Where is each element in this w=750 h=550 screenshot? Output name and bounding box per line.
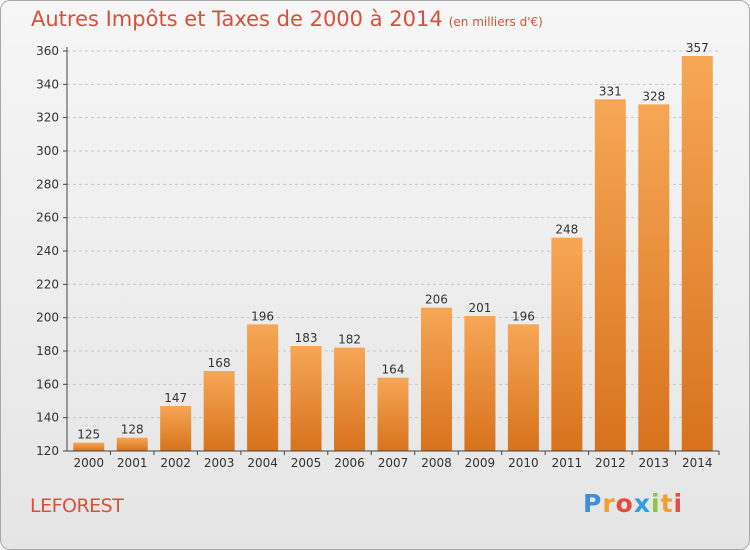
x-tick-label: 2001 bbox=[117, 456, 148, 470]
y-tick-label: 320 bbox=[36, 111, 59, 125]
bar bbox=[116, 437, 148, 451]
bar bbox=[290, 346, 322, 451]
data-label: 201 bbox=[468, 301, 491, 315]
data-label: 128 bbox=[121, 423, 144, 437]
x-tick-label: 2007 bbox=[378, 456, 409, 470]
x-tick-label: 2010 bbox=[508, 456, 539, 470]
bar bbox=[551, 237, 583, 451]
x-tick-label: 2014 bbox=[682, 456, 713, 470]
labels: 120 140 160 180 200 220 240 260 280 300 320 340 360 1… bbox=[36, 41, 712, 470]
y-tick-label: 120 bbox=[36, 444, 59, 458]
x-tick-label: 2002 bbox=[160, 456, 191, 470]
x-tick-label: 2004 bbox=[247, 456, 278, 470]
data-label: 196 bbox=[251, 309, 274, 323]
bar bbox=[681, 56, 713, 451]
data-label: 328 bbox=[642, 89, 665, 103]
chart-unit-label: (en milliers d'€) bbox=[448, 15, 543, 29]
commune-name: LEFOREST bbox=[30, 495, 124, 517]
logo-letter: i bbox=[673, 489, 684, 518]
y-tick-label: 160 bbox=[36, 377, 59, 391]
bar bbox=[203, 371, 235, 451]
logo-letter: i bbox=[651, 489, 661, 518]
y-tick-label: 340 bbox=[36, 77, 59, 91]
logo-letter: t bbox=[660, 489, 674, 518]
chart-title: Autres Impôts et Taxes de 2000 à 2014 (en… bbox=[31, 7, 543, 31]
bar bbox=[507, 324, 539, 451]
data-label: 206 bbox=[425, 293, 448, 307]
x-tick-label: 2013 bbox=[639, 456, 670, 470]
axes bbox=[63, 47, 720, 455]
bar bbox=[420, 307, 452, 451]
x-tick-label: 2011 bbox=[552, 456, 583, 470]
logo-letter: x bbox=[633, 489, 651, 518]
data-label: 182 bbox=[338, 333, 361, 347]
y-tick-label: 180 bbox=[36, 344, 59, 358]
x-tick-label: 2005 bbox=[291, 456, 322, 470]
bar bbox=[73, 442, 105, 451]
proxiti-logo: Proxiti bbox=[583, 489, 683, 518]
bars bbox=[73, 56, 713, 451]
y-tick-label: 300 bbox=[36, 144, 59, 158]
logo-letter: P bbox=[583, 489, 603, 518]
y-tick-label: 140 bbox=[36, 411, 59, 425]
data-label: 164 bbox=[382, 363, 405, 377]
y-tick-label: 240 bbox=[36, 244, 59, 258]
bar bbox=[247, 324, 279, 451]
y-tick-label: 260 bbox=[36, 211, 59, 225]
data-label: 248 bbox=[555, 223, 578, 237]
x-tick-label: 2003 bbox=[204, 456, 235, 470]
data-label: 147 bbox=[164, 391, 187, 405]
data-label: 125 bbox=[77, 428, 100, 442]
bar bbox=[377, 377, 409, 451]
data-label: 183 bbox=[295, 331, 318, 345]
logo-letter: o bbox=[615, 489, 634, 518]
x-tick-label: 2000 bbox=[73, 456, 104, 470]
logo-letter: r bbox=[602, 489, 616, 518]
bar bbox=[594, 99, 626, 451]
bar bbox=[464, 316, 496, 451]
chart-title-text: Autres Impôts et Taxes de 2000 à 2014 bbox=[31, 7, 443, 31]
y-tick-label: 280 bbox=[36, 177, 59, 191]
y-tick-label: 200 bbox=[36, 311, 59, 325]
bar bbox=[160, 406, 192, 451]
bar bbox=[638, 104, 670, 451]
x-tick-label: 2009 bbox=[465, 456, 496, 470]
bar bbox=[334, 347, 366, 451]
data-label: 331 bbox=[599, 84, 622, 98]
data-label: 196 bbox=[512, 309, 535, 323]
data-label: 168 bbox=[208, 356, 231, 370]
data-label: 357 bbox=[686, 41, 709, 55]
y-tick-label: 360 bbox=[36, 44, 59, 58]
y-tick-label: 220 bbox=[36, 277, 59, 291]
x-tick-label: 2012 bbox=[595, 456, 626, 470]
x-tick-label: 2006 bbox=[334, 456, 365, 470]
x-tick-label: 2008 bbox=[421, 456, 452, 470]
